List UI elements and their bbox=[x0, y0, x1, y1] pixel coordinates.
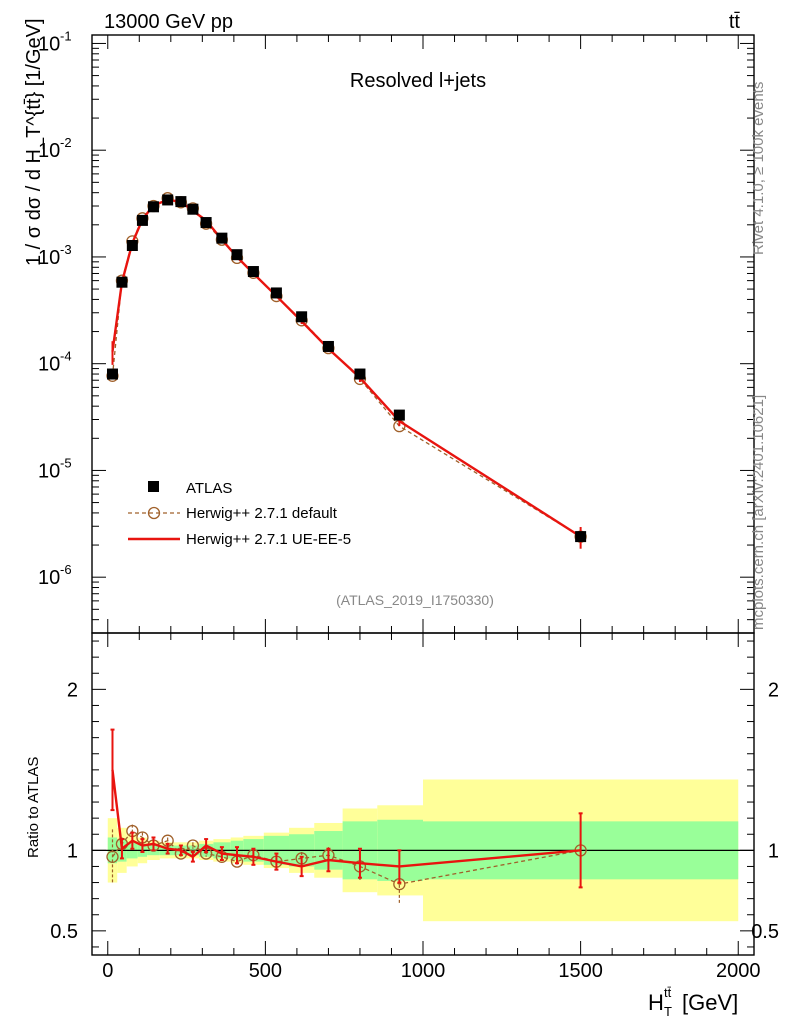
main-panel: 10-110-210-310-410-510-6 bbox=[38, 28, 755, 634]
x-axis-label-unit: [GeV] bbox=[682, 990, 738, 1015]
x-axis-label-main: H bbox=[648, 990, 664, 1015]
legend-ueee5-label: Herwig++ 2.7.1 UE-EE-5 bbox=[186, 531, 351, 548]
atlas-point bbox=[106, 368, 118, 380]
atlas-point bbox=[136, 214, 148, 226]
y-tick-exponent: -1 bbox=[60, 28, 72, 43]
y-axis-label: 1 / σ dσ / d H_T^{tt̄} [1/GeV] bbox=[23, 18, 45, 266]
x-tick-label: 1000 bbox=[401, 960, 446, 982]
atlas-point bbox=[354, 368, 366, 380]
y-tick-exponent: -4 bbox=[60, 349, 72, 364]
atlas-point bbox=[216, 232, 228, 244]
y-tick-exponent: -3 bbox=[60, 242, 72, 257]
atlas-point bbox=[575, 531, 587, 543]
ratio-tick-label-right: 0.5 bbox=[751, 921, 779, 943]
process-label: tt̄ bbox=[729, 11, 741, 33]
atlas-point bbox=[270, 287, 282, 299]
x-tick-label: 2000 bbox=[716, 960, 761, 982]
y-tick-exponent: -2 bbox=[60, 135, 72, 150]
ratio-tick-label: 0.5 bbox=[50, 921, 78, 943]
legend-atlas-marker bbox=[148, 481, 159, 492]
x-axis-label-sub: T bbox=[664, 1004, 672, 1019]
x-tick-label: 0 bbox=[102, 960, 113, 982]
atlas-point bbox=[162, 194, 174, 206]
series-atlas-main bbox=[106, 194, 587, 543]
ratio-tick-label-right: 1 bbox=[768, 840, 779, 862]
x-axis-label: H T tt̄ [GeV] bbox=[648, 985, 738, 1019]
legend-default-marker bbox=[147, 506, 161, 520]
y-tick-exponent: -6 bbox=[60, 562, 72, 577]
series-default-main bbox=[106, 192, 587, 543]
y-tick-label: 10 bbox=[38, 33, 60, 55]
chart-title: Resolved l+jets bbox=[350, 70, 486, 92]
mcplots-label: mcplots.cern.ch [arXiv:2401.10621] bbox=[750, 395, 767, 630]
legend-atlas-label: ATLAS bbox=[186, 480, 232, 497]
legend: ATLAS Herwig++ 2.7.1 default Herwig++ 2.… bbox=[128, 480, 351, 548]
y-tick-exponent: -5 bbox=[60, 455, 72, 470]
ratio-tick-label: 2 bbox=[67, 679, 78, 701]
ratio-panel: 0.5 0.5 1 1 2 2 0 500 1000 1500 2000 bbox=[50, 632, 779, 982]
analysis-id: (ATLAS_2019_I1750330) bbox=[336, 592, 494, 608]
ueee5-ratio-line bbox=[111, 769, 581, 868]
ueee5-line bbox=[111, 198, 582, 538]
y-tick-label: 10 bbox=[38, 460, 60, 482]
ratio-tick-label-right: 2 bbox=[768, 679, 779, 701]
y-tick-label: 10 bbox=[38, 567, 60, 589]
series-ueee5-ratio bbox=[110, 728, 583, 889]
rivet-label: Rivet 4.1.0, ≥ 100k events bbox=[750, 82, 767, 255]
atlas-point bbox=[126, 240, 138, 252]
default-ratio-point bbox=[106, 850, 119, 863]
series-ueee5-main bbox=[111, 198, 582, 549]
y-tick-label: 10 bbox=[38, 140, 60, 162]
collision-label: 13000 GeV pp bbox=[104, 11, 233, 33]
atlas-point bbox=[116, 276, 128, 288]
legend-default-label: Herwig++ 2.7.1 default bbox=[186, 505, 338, 522]
atlas-point bbox=[175, 196, 187, 208]
x-axis-label-sup: tt̄ bbox=[664, 985, 672, 1000]
atlas-point bbox=[200, 217, 212, 229]
atlas-point bbox=[247, 266, 259, 278]
atlas-point bbox=[322, 340, 334, 352]
x-tick-label: 1500 bbox=[558, 960, 603, 982]
atlas-point bbox=[231, 249, 243, 261]
ratio-tick-label: 1 bbox=[67, 840, 78, 862]
x-tick-label: 500 bbox=[249, 960, 282, 982]
atlas-point bbox=[187, 203, 199, 215]
atlas-point bbox=[296, 311, 308, 323]
atlas-point bbox=[147, 201, 159, 213]
default-line bbox=[111, 197, 581, 538]
atlas-point bbox=[393, 409, 405, 421]
ratio-axis-label: Ratio to ATLAS bbox=[25, 757, 42, 858]
y-tick-label: 10 bbox=[38, 354, 60, 376]
y-tick-label: 10 bbox=[38, 247, 60, 269]
